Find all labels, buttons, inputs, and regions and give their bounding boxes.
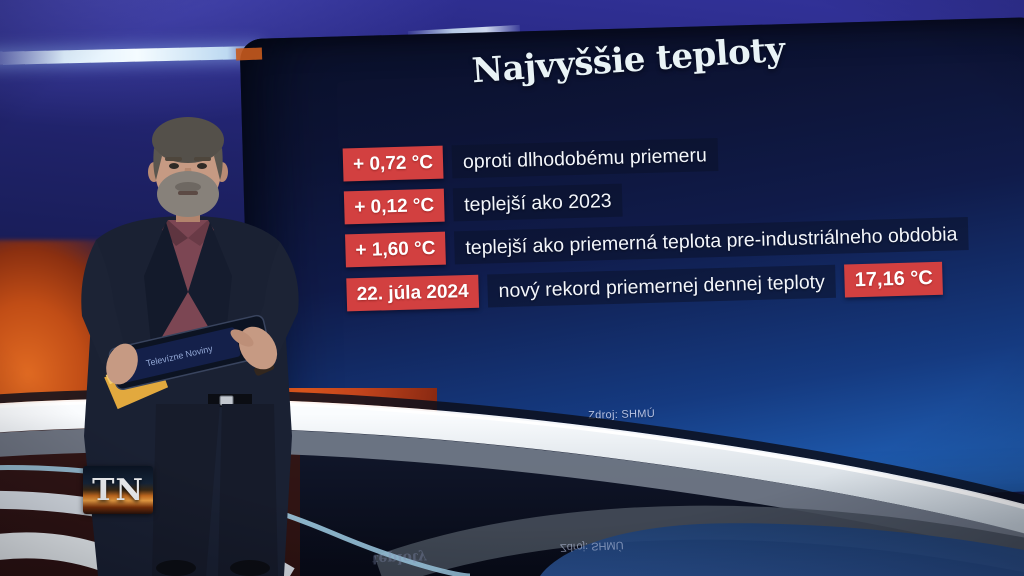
eye xyxy=(169,163,179,169)
belt-buckle xyxy=(219,395,234,406)
shirt-collar xyxy=(188,220,214,246)
stat-text: nový rekord priemernej dennej teploty xyxy=(487,264,837,308)
eyebrow xyxy=(194,157,211,161)
stat-badge: + 0,12 °C xyxy=(343,188,445,225)
hand-left xyxy=(106,343,138,385)
shoe xyxy=(230,560,270,576)
jacket-lapel xyxy=(188,222,232,354)
stat-row: + 1,60 °C teplejší ako priemerná teplota… xyxy=(345,217,969,268)
stat-text: oproti dlhodobému priemeru xyxy=(451,137,719,179)
mustache xyxy=(175,182,201,192)
channel-logo-text: TN xyxy=(92,472,144,508)
date-badge: 22. júla 2024 xyxy=(346,274,480,312)
hair-side xyxy=(153,148,162,180)
stat-text: teplejší ako 2023 xyxy=(452,183,624,222)
infographic-title: Najvyššie teploty xyxy=(470,29,786,92)
hair-side xyxy=(214,148,223,180)
shirt-collar xyxy=(162,220,188,246)
stat-text: teplejší ako priemerná teplota pre-indus… xyxy=(453,217,969,265)
tablet-cover-art xyxy=(117,327,241,383)
hair xyxy=(152,117,224,163)
eyebrow xyxy=(165,157,182,161)
stat-row: + 0,12 °C teplejší ako 2023 xyxy=(343,183,624,225)
channel-logo: TN xyxy=(83,466,153,514)
stat-badge: + 1,60 °C xyxy=(345,231,446,268)
orange-wall-sliver xyxy=(235,47,263,61)
thumb xyxy=(230,329,254,347)
suit-arm-left xyxy=(81,240,126,364)
stat-badge: + 0,72 °C xyxy=(342,145,444,182)
stat-row-record: 22. júla 2024 nový rekord priemernej den… xyxy=(346,261,944,312)
trouser-leg xyxy=(218,404,278,576)
shoe xyxy=(156,560,196,576)
eye xyxy=(197,163,207,169)
mouth xyxy=(178,191,198,195)
record-value-badge: 17,16 °C xyxy=(844,261,944,298)
source-label: Zdroj: SHMÚ xyxy=(588,407,656,422)
stat-row: + 0,72 °C oproti dlhodobému priemeru xyxy=(342,137,719,182)
jacket-lapel xyxy=(144,222,188,354)
